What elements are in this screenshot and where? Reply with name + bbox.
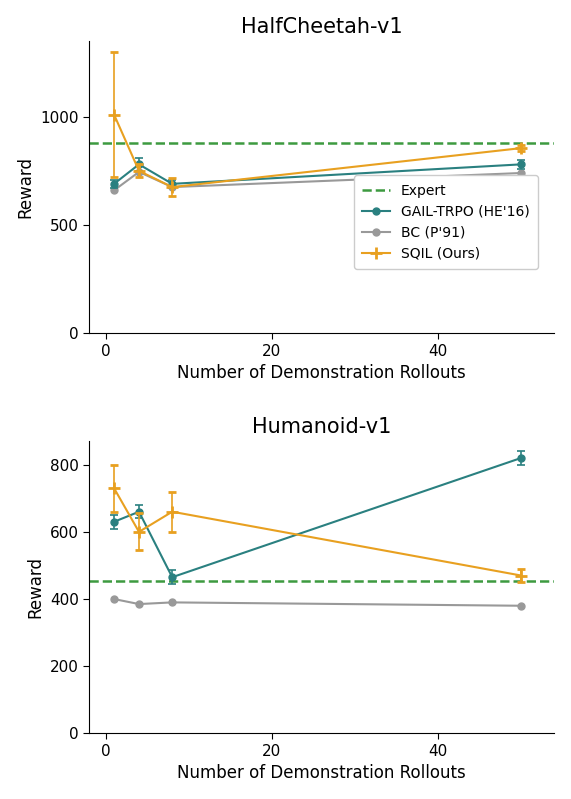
Y-axis label: Reward: Reward <box>17 156 35 218</box>
X-axis label: Number of Demonstration Rollouts: Number of Demonstration Rollouts <box>178 765 466 782</box>
Y-axis label: Reward: Reward <box>26 556 44 618</box>
Title: HalfCheetah-v1: HalfCheetah-v1 <box>241 17 403 37</box>
Title: Humanoid-v1: Humanoid-v1 <box>252 417 392 437</box>
X-axis label: Number of Demonstration Rollouts: Number of Demonstration Rollouts <box>178 364 466 382</box>
Legend: Expert, GAIL-TRPO (HE'16), BC (P'91), SQIL (Ours): Expert, GAIL-TRPO (HE'16), BC (P'91), SQ… <box>354 176 538 269</box>
